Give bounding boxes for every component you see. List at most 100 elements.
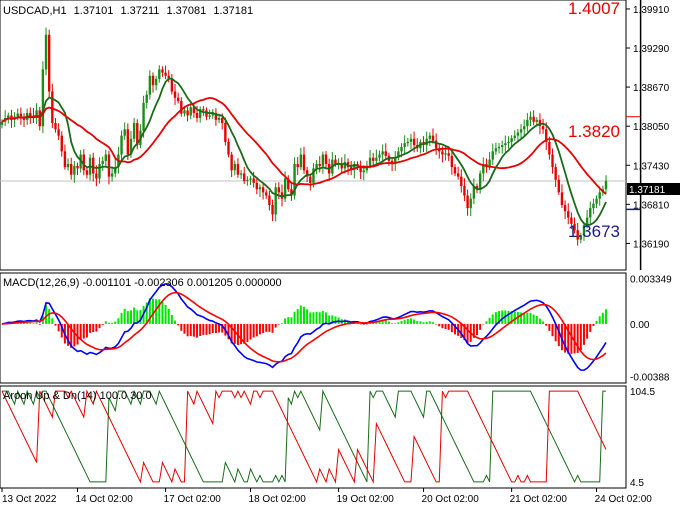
macd-bar xyxy=(79,323,82,340)
macd-bar xyxy=(589,323,592,332)
macd-bar xyxy=(60,323,63,338)
candle xyxy=(274,182,277,222)
macd-bar xyxy=(161,301,164,324)
macd-bar xyxy=(435,323,438,325)
macd-bar xyxy=(362,323,365,325)
candle xyxy=(66,158,70,171)
macd-bar xyxy=(460,323,463,338)
macd-bar xyxy=(476,323,479,336)
macd-bar xyxy=(592,323,595,327)
aroon-up-line xyxy=(2,389,606,484)
macd-bar xyxy=(139,310,142,324)
macd-bar xyxy=(535,315,538,324)
macd-bar xyxy=(1,323,3,325)
macd-bar xyxy=(199,323,202,337)
macd-bar xyxy=(258,323,261,335)
macd-bar xyxy=(419,321,422,324)
candle xyxy=(340,157,343,174)
macd-bar xyxy=(211,323,214,334)
candle xyxy=(321,151,325,174)
candle xyxy=(176,92,180,104)
macd-bar xyxy=(268,323,271,332)
price-tick-label: 1.36810 xyxy=(633,200,670,211)
macd-bar xyxy=(454,323,456,335)
macd-bar xyxy=(529,312,532,324)
macd-bar xyxy=(186,323,189,337)
candle xyxy=(394,151,397,171)
candle xyxy=(126,123,130,160)
candle xyxy=(214,108,218,126)
candle xyxy=(425,131,428,152)
candle xyxy=(38,106,41,131)
macd-bar xyxy=(299,305,302,324)
macd-bar xyxy=(117,318,120,324)
candle xyxy=(101,156,104,171)
candle xyxy=(170,74,174,95)
macd-bar xyxy=(325,312,328,324)
candle xyxy=(519,124,523,140)
candle xyxy=(545,122,548,150)
candle xyxy=(271,199,274,222)
candle xyxy=(85,167,89,179)
macd-bar xyxy=(551,323,554,337)
macd-bar xyxy=(284,318,287,324)
macd-bar xyxy=(95,323,98,332)
macd-bar xyxy=(387,321,390,324)
macd-bar xyxy=(334,316,337,324)
macd-bar xyxy=(595,320,598,324)
candle xyxy=(70,157,73,180)
macd-bar xyxy=(45,304,48,324)
macd-bar xyxy=(450,323,453,333)
macd-lines xyxy=(1,283,607,371)
candle xyxy=(296,157,299,175)
macd-bar xyxy=(331,315,334,324)
macd-bar xyxy=(523,312,526,324)
candle xyxy=(211,109,214,120)
candle xyxy=(604,175,608,195)
macd-tick-label: 0.00 xyxy=(630,320,650,331)
price-y-axis: 1.39910 1.39290 1.38670 1.38050 1.37430 1.368… xyxy=(626,5,670,250)
macd-bar xyxy=(82,323,85,339)
macd-bar xyxy=(409,318,412,324)
macd-bar xyxy=(482,323,485,325)
price-moving-averages xyxy=(1,77,607,226)
macd-bar xyxy=(126,311,129,324)
price-tick-label: 1.39910 xyxy=(633,5,670,16)
macd-bar xyxy=(246,323,249,342)
macd-bar xyxy=(26,322,29,324)
macd-bar xyxy=(73,323,76,347)
macd-bar xyxy=(403,319,406,324)
candle xyxy=(460,169,463,193)
macd-bar xyxy=(479,323,482,330)
price-tick-label: 1.38050 xyxy=(633,122,670,133)
macd-bar xyxy=(397,322,400,324)
macd-bar xyxy=(501,310,504,324)
candle xyxy=(224,117,227,146)
macd-bar xyxy=(406,319,409,324)
macd-bar xyxy=(265,323,268,332)
macd-bar xyxy=(570,323,573,354)
candle xyxy=(54,118,57,133)
candle xyxy=(500,140,504,154)
candle xyxy=(60,131,63,157)
macd-bar xyxy=(425,321,428,324)
macd-bar xyxy=(513,311,516,324)
candle xyxy=(76,162,79,176)
candle xyxy=(268,190,271,211)
candle xyxy=(576,222,579,246)
macd-bar xyxy=(98,323,101,329)
candle xyxy=(523,119,526,137)
macd-bar xyxy=(321,310,324,324)
candle xyxy=(164,65,167,80)
candle xyxy=(145,90,148,109)
macd-bar xyxy=(601,312,604,324)
macd-bar xyxy=(249,323,252,340)
candle xyxy=(592,198,595,215)
candle xyxy=(529,111,532,126)
candle xyxy=(189,103,192,120)
price-tick-label: 1.38670 xyxy=(633,83,670,94)
candle xyxy=(167,70,170,83)
macd-tick-label: 0.003349 xyxy=(630,274,672,285)
